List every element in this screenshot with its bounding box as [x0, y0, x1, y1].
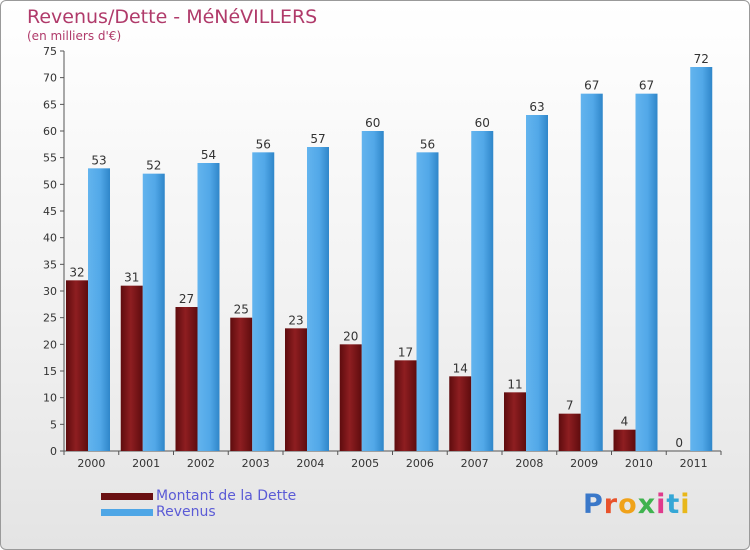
x-tick-label-2011: 2011: [680, 457, 708, 470]
x-tick-label-2000: 2000: [77, 457, 105, 470]
logo-letter: i: [656, 489, 667, 520]
data-label-debt-2010: 4: [621, 415, 629, 429]
bar-debt-2008: [504, 392, 526, 451]
data-label-revenue-2006: 56: [420, 137, 435, 151]
data-label-debt-2006: 17: [398, 345, 413, 359]
bar-debt-2002: [175, 307, 198, 451]
data-label-debt-2009: 7: [566, 399, 574, 413]
data-label-debt-2002: 27: [179, 292, 194, 306]
bar-revenue-2000: [88, 168, 110, 452]
bar-debt-2005: [339, 344, 362, 451]
y-tick-label: 30: [43, 285, 57, 298]
legend-item-debt: Montant de la Dette: [101, 488, 296, 504]
bar-revenue-2003: [252, 152, 275, 452]
data-label-revenue-2009: 67: [584, 79, 599, 93]
legend-item-revenue: Revenus: [101, 504, 296, 520]
bar-debt-2006: [394, 360, 417, 451]
y-tick-label: 75: [43, 45, 57, 58]
x-tick-label-2001: 2001: [132, 457, 160, 470]
y-tick-label: 55: [43, 152, 57, 165]
y-tick-label: 60: [43, 125, 57, 138]
legend-swatch-debt: [101, 492, 153, 500]
legend-swatch-revenue: [101, 508, 153, 516]
bar-debt-2009: [558, 413, 581, 451]
x-tick-label-2010: 2010: [625, 457, 653, 470]
bar-revenue-2007: [471, 131, 494, 451]
y-tick-label: 25: [43, 312, 57, 325]
x-tick-label-2005: 2005: [351, 457, 379, 470]
bar-revenue-2011: [690, 67, 713, 451]
bar-debt-2007: [449, 376, 472, 451]
x-tick-label-2007: 2007: [461, 457, 489, 470]
data-label-revenue-2003: 56: [256, 137, 271, 151]
bar-revenue-2005: [361, 131, 384, 451]
data-label-revenue-2008: 63: [529, 100, 544, 114]
data-label-debt-2003: 25: [234, 303, 249, 317]
y-tick-label: 10: [43, 392, 57, 405]
bar-revenue-2002: [197, 163, 220, 451]
logo-letter: x: [637, 489, 657, 520]
data-label-debt-2001: 31: [124, 271, 139, 285]
y-tick-label: 20: [43, 338, 57, 351]
x-tick-label-2003: 2003: [242, 457, 270, 470]
chart-title: Revenus/Dette - MéNéVILLERS: [27, 6, 318, 28]
data-label-revenue-2000: 53: [91, 153, 106, 167]
y-tick-label: 50: [43, 178, 57, 191]
data-label-debt-2011: 0: [675, 436, 683, 450]
data-label-debt-2004: 23: [288, 313, 303, 327]
bar-revenue-2006: [416, 152, 439, 452]
data-label-revenue-2001: 52: [146, 159, 161, 173]
y-tick-label: 70: [43, 72, 57, 85]
legend: Montant de la Dette Revenus: [101, 488, 296, 520]
bar-revenue-2004: [307, 147, 329, 451]
logo-letter: r: [603, 489, 619, 520]
x-tick-label-2004: 2004: [296, 457, 324, 470]
x-tick-label-2006: 2006: [406, 457, 434, 470]
proxiti-logo: Proxiti: [583, 489, 691, 520]
bar-revenue-2010: [635, 93, 658, 452]
bar-revenue-2008: [526, 115, 548, 451]
data-label-debt-2000: 32: [69, 265, 84, 279]
legend-label-revenue: Revenus: [156, 503, 216, 520]
data-label-revenue-2002: 54: [201, 148, 216, 162]
y-tick-label: 15: [43, 365, 57, 378]
y-tick-label: 5: [50, 418, 57, 431]
y-tick-label: 65: [43, 98, 57, 111]
data-label-debt-2007: 14: [453, 361, 468, 375]
data-label-revenue-2010: 67: [639, 79, 654, 93]
x-tick-label-2008: 2008: [515, 457, 543, 470]
legend-label-debt: Montant de la Dette: [156, 487, 297, 504]
logo-letter: P: [583, 489, 604, 520]
x-tick-label-2009: 2009: [570, 457, 598, 470]
data-label-debt-2008: 11: [507, 377, 522, 391]
bar-debt-2000: [66, 280, 88, 451]
logo-letter: o: [618, 489, 638, 520]
x-tick-label-2002: 2002: [187, 457, 215, 470]
data-label-debt-2005: 20: [343, 329, 358, 343]
data-label-revenue-2005: 60: [365, 116, 380, 130]
bar-debt-2004: [285, 328, 307, 451]
chart-subtitle: (en milliers d'€): [27, 29, 122, 43]
data-label-revenue-2007: 60: [475, 116, 490, 130]
data-label-revenue-2004: 57: [310, 132, 325, 146]
logo-letter: t: [666, 489, 681, 520]
logo-letter: i: [680, 489, 691, 520]
y-tick-label: 0: [50, 445, 57, 458]
bars: [66, 67, 713, 452]
data-label-revenue-2011: 72: [694, 52, 709, 66]
bar-debt-2001: [120, 285, 143, 451]
bar-revenue-2009: [580, 93, 603, 452]
bar-debt-2003: [230, 317, 253, 451]
bar-revenue-2001: [142, 173, 165, 451]
bar-debt-2010: [613, 429, 636, 451]
data-labels: 32 53 31 52 27 54 25 56 23 57 20 60 17 56 14 60 11 63 7 67 4…: [69, 52, 709, 450]
y-tick-label: 35: [43, 258, 57, 271]
y-tick-label: 45: [43, 205, 57, 218]
y-tick-label: 40: [43, 232, 57, 245]
